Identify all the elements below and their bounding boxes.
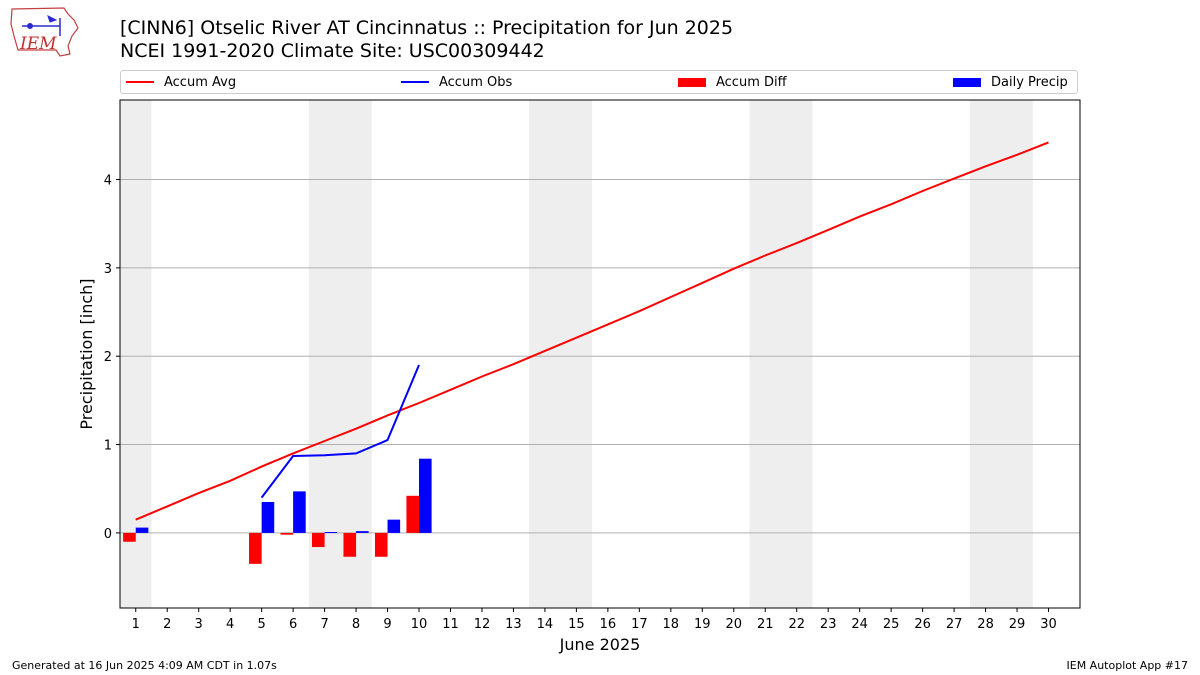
footer-generated: Generated at 16 Jun 2025 4:09 AM CDT in … bbox=[12, 659, 277, 672]
legend-item-accum-diff: Accum Diff bbox=[678, 71, 787, 93]
iem-logo: IEM bbox=[10, 7, 79, 57]
x-tick-label: 1 bbox=[132, 617, 140, 632]
x-tick-label: 29 bbox=[1009, 617, 1026, 632]
x-tick-label: 30 bbox=[1040, 617, 1057, 632]
x-tick-label: 9 bbox=[383, 617, 391, 632]
x-tick-label: 24 bbox=[851, 617, 868, 632]
y-tick-label: 1 bbox=[104, 439, 112, 454]
x-tick-label: 17 bbox=[631, 617, 648, 632]
plot-frame bbox=[119, 99, 1081, 609]
legend-label: Accum Obs bbox=[439, 74, 513, 90]
legend-swatch bbox=[401, 81, 429, 83]
daily-precip-bar bbox=[324, 532, 338, 534]
legend-swatch bbox=[953, 77, 981, 87]
accum-diff-bar bbox=[343, 532, 357, 557]
legend-label: Accum Avg bbox=[164, 74, 237, 90]
accum-diff-bar bbox=[280, 532, 294, 535]
daily-precip-bar bbox=[387, 519, 401, 533]
daily-precip-bar bbox=[261, 501, 275, 533]
x-tick-label: 28 bbox=[977, 617, 994, 632]
legend-item-accum-obs: Accum Obs bbox=[401, 71, 512, 93]
footer-app: IEM Autoplot App #17 bbox=[1066, 659, 1189, 672]
x-tick-label: 25 bbox=[883, 617, 900, 632]
legend-swatch bbox=[678, 77, 706, 87]
y-tick-label: 0 bbox=[104, 527, 112, 542]
accum-diff-bar bbox=[249, 532, 262, 564]
x-tick-label: 26 bbox=[914, 617, 931, 632]
legend-item-accum-avg: Accum Avg bbox=[126, 71, 236, 93]
logo-text: IEM bbox=[19, 34, 57, 54]
chart-title: [CINN6] Otselic River AT Cincinnatus :: … bbox=[120, 17, 734, 39]
daily-precip-bar bbox=[135, 527, 149, 533]
daily-precip-bar bbox=[293, 491, 306, 533]
weekend-shade bbox=[120, 100, 152, 608]
x-tick-label: 21 bbox=[757, 617, 774, 632]
legend-label: Accum Diff bbox=[716, 74, 787, 90]
x-tick-label: 11 bbox=[442, 617, 459, 632]
x-tick-label: 3 bbox=[195, 617, 203, 632]
y-tick-label: 3 bbox=[104, 262, 112, 277]
accum-diff-bar bbox=[123, 532, 136, 542]
x-tick-label: 19 bbox=[694, 617, 711, 632]
legend-swatch bbox=[126, 81, 154, 83]
x-tick-label: 20 bbox=[725, 617, 742, 632]
weekend-shade bbox=[749, 100, 813, 608]
weekend-shade bbox=[308, 100, 372, 608]
accum-avg-line bbox=[135, 141, 1049, 521]
iowa-outline-icon bbox=[10, 7, 79, 57]
x-tick-label: 7 bbox=[320, 617, 328, 632]
x-tick-label: 2 bbox=[163, 617, 171, 632]
y-tick-label: 2 bbox=[104, 350, 112, 365]
x-tick-label: 18 bbox=[663, 617, 680, 632]
x-tick-label: 5 bbox=[257, 617, 265, 632]
x-tick-label: 12 bbox=[474, 617, 491, 632]
daily-precip-bar bbox=[356, 531, 369, 533]
weather-station-icon bbox=[22, 15, 61, 36]
accum-diff-bar bbox=[374, 532, 388, 557]
x-axis-label: June 2025 bbox=[559, 635, 641, 654]
x-tick-label: 13 bbox=[505, 617, 522, 632]
x-tick-label: 27 bbox=[946, 617, 963, 632]
x-tick-label: 23 bbox=[820, 617, 837, 632]
accum-obs-line bbox=[260, 364, 420, 499]
y-tick-label: 4 bbox=[104, 174, 112, 189]
accum-diff-bar bbox=[312, 532, 325, 548]
y-axis-label: Precipitation [inch] bbox=[77, 278, 96, 429]
legend-item-daily-precip: Daily Precip bbox=[953, 71, 1068, 93]
chart-legend: Accum Avg Accum Obs Accum Diff Daily Pre… bbox=[120, 70, 1078, 94]
x-tick-label: 6 bbox=[289, 617, 297, 632]
legend-label: Daily Precip bbox=[991, 74, 1068, 90]
x-tick-label: 15 bbox=[568, 617, 585, 632]
accum-diff-bar bbox=[406, 495, 420, 533]
x-tick-label: 22 bbox=[788, 617, 805, 632]
x-tick-label: 10 bbox=[411, 617, 428, 632]
x-tick-label: 4 bbox=[226, 617, 234, 632]
daily-precip-bar bbox=[419, 458, 432, 533]
weekend-shade bbox=[969, 100, 1033, 608]
x-tick-label: 16 bbox=[600, 617, 617, 632]
x-tick-label: 14 bbox=[537, 617, 554, 632]
chart-subtitle: NCEI 1991-2020 Climate Site: USC00309442 bbox=[120, 40, 545, 62]
x-tick-label: 8 bbox=[352, 617, 360, 632]
